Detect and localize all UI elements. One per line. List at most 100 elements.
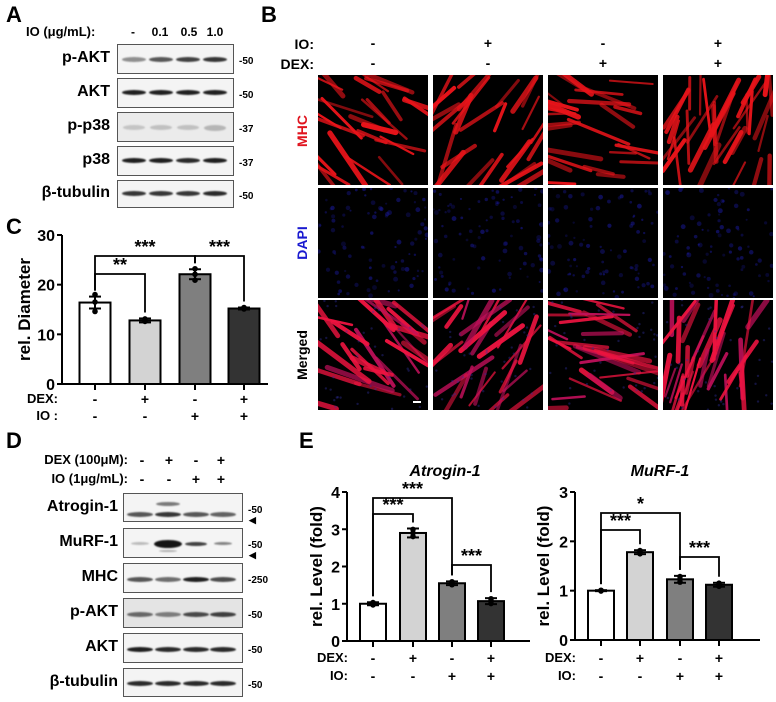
arrowhead-icon: ◀ bbox=[249, 550, 256, 560]
panel-e-atrogin-dex-2: - bbox=[449, 650, 455, 666]
band bbox=[210, 577, 236, 582]
svg-text:***: *** bbox=[209, 237, 230, 257]
svg-text:2: 2 bbox=[559, 534, 568, 551]
band bbox=[150, 125, 172, 130]
panel-a-blot-3 bbox=[117, 146, 234, 176]
panel-d-label-1: MuRF-1 bbox=[59, 533, 118, 550]
panel-e-murf-dex-label: DEX: bbox=[544, 650, 576, 665]
band bbox=[183, 577, 209, 582]
micrograph-mhc-2 bbox=[548, 75, 658, 185]
svg-text:1: 1 bbox=[331, 597, 340, 614]
panel-b-letter: B bbox=[261, 2, 277, 27]
svg-text:***: *** bbox=[610, 511, 631, 531]
svg-text:3: 3 bbox=[559, 485, 568, 502]
panel-d-mw-0: -50 bbox=[248, 504, 263, 516]
micrograph-mhc-0 bbox=[318, 75, 428, 185]
band bbox=[155, 647, 181, 652]
panel-a-blot-1 bbox=[117, 78, 234, 108]
band bbox=[155, 512, 181, 517]
panel-e-atrogin-io-label: IO: bbox=[329, 668, 348, 683]
panel-c-letter: C bbox=[6, 214, 22, 239]
svg-text:***: *** bbox=[461, 546, 482, 566]
panel-a-blot-0 bbox=[117, 44, 234, 74]
panel-d-dex-3: + bbox=[216, 452, 226, 468]
micrograph-merged-3 bbox=[663, 300, 773, 410]
band bbox=[210, 512, 236, 517]
panel-d-blot-3 bbox=[123, 598, 243, 628]
panel-b-row-label-dapi: DAPI bbox=[294, 226, 310, 260]
panel-b-dex-2: + bbox=[598, 55, 608, 71]
svg-text:0: 0 bbox=[559, 633, 568, 650]
band bbox=[204, 125, 226, 131]
panel-c-dex-label: DEX: bbox=[26, 391, 58, 406]
panel-c-dex-0: - bbox=[92, 391, 98, 407]
band bbox=[127, 577, 153, 582]
panel-e-murf-dex-0: - bbox=[598, 650, 604, 666]
panel-b-dex-1: - bbox=[485, 55, 491, 71]
band bbox=[149, 191, 173, 196]
band bbox=[185, 542, 207, 546]
panel-b-io-2: - bbox=[600, 35, 606, 51]
micrograph-dapi-0 bbox=[318, 188, 428, 298]
panel-d-io-1: - bbox=[166, 471, 172, 487]
band bbox=[122, 90, 146, 95]
panel-a-letter: A bbox=[6, 2, 22, 27]
svg-text:20: 20 bbox=[37, 278, 55, 295]
band bbox=[127, 647, 153, 652]
panel-a-dose-1: 0.1 bbox=[151, 25, 169, 39]
panel-d-io-3: + bbox=[216, 471, 226, 487]
svg-text:0: 0 bbox=[331, 634, 340, 651]
micrograph-mhc-1 bbox=[433, 75, 543, 185]
panel-d-mw-2: -250 bbox=[248, 575, 269, 586]
band bbox=[176, 57, 200, 62]
panel-b-dex-label: DEX: bbox=[280, 56, 314, 72]
panel-d-io-2: + bbox=[191, 471, 201, 487]
panel-b-io-0: - bbox=[370, 35, 376, 51]
panel-a-dose-0: - bbox=[131, 25, 135, 39]
panel-c-io-3: + bbox=[239, 408, 249, 424]
band bbox=[183, 612, 209, 617]
svg-text:3: 3 bbox=[331, 522, 340, 539]
panel-b-row-label-mhc: MHC bbox=[294, 115, 310, 147]
micrograph-dapi-3 bbox=[663, 188, 773, 298]
panel-e-murf-io-0: - bbox=[598, 668, 604, 684]
panel-c-io-2: + bbox=[190, 408, 200, 424]
band bbox=[203, 191, 227, 196]
band bbox=[149, 158, 173, 163]
band bbox=[210, 612, 236, 617]
svg-text:rel. Level (fold): rel. Level (fold) bbox=[307, 506, 326, 627]
svg-text:30: 30 bbox=[37, 228, 55, 245]
panel-e-atrogin-io-3: + bbox=[486, 668, 496, 684]
panel-e-murf-dex-2: - bbox=[677, 650, 683, 666]
panel-e-atrogin-io-1: - bbox=[410, 668, 416, 684]
panel-d-mw-4: -50 bbox=[248, 645, 263, 656]
panel-c-io-0: - bbox=[92, 408, 98, 424]
panel-a-label-2: p-p38 bbox=[67, 117, 110, 134]
band bbox=[159, 550, 177, 552]
panel-d-blot-2 bbox=[123, 563, 243, 593]
panel-d-mw-3: -50 bbox=[248, 610, 263, 621]
svg-text:rel. Diameter: rel. Diameter bbox=[15, 258, 34, 361]
panel-e-murf-io-2: + bbox=[675, 668, 685, 684]
svg-text:rel. Level (fold): rel. Level (fold) bbox=[534, 506, 553, 627]
panel-d-dex-0: - bbox=[139, 452, 145, 468]
band bbox=[127, 681, 153, 686]
svg-text:***: *** bbox=[382, 495, 403, 515]
band bbox=[183, 681, 209, 686]
panel-d-io-label: IO (1μg/mL): bbox=[51, 471, 128, 486]
panel-d-dex-1: + bbox=[164, 452, 174, 468]
panel-c-io-label: IO : bbox=[36, 408, 58, 423]
band bbox=[203, 57, 227, 62]
panel-e-letter: E bbox=[299, 428, 314, 453]
panel-a-blot-4 bbox=[117, 180, 234, 208]
band bbox=[203, 90, 227, 95]
band bbox=[155, 681, 181, 686]
panel-d-io-0: - bbox=[139, 471, 145, 487]
panel-a-mw-0: -50 bbox=[239, 56, 254, 67]
panel-e-atrogin-io-0: - bbox=[370, 668, 376, 684]
panel-e-murf-io-3: + bbox=[714, 668, 724, 684]
panel-d-label-2: MHC bbox=[81, 568, 118, 585]
panel-d-letter: D bbox=[6, 428, 22, 453]
panel-a-label-4: β-tubulin bbox=[41, 184, 110, 201]
svg-text:4: 4 bbox=[331, 485, 340, 502]
